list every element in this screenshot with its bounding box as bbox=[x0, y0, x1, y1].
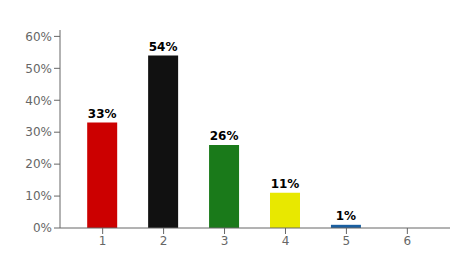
svg-text:54%: 54% bbox=[149, 40, 178, 54]
svg-text:0%: 0% bbox=[33, 221, 52, 235]
svg-text:50%: 50% bbox=[25, 62, 52, 76]
svg-text:60%: 60% bbox=[25, 30, 52, 44]
svg-text:3: 3 bbox=[221, 234, 229, 248]
svg-text:5: 5 bbox=[343, 234, 351, 248]
svg-text:26%: 26% bbox=[210, 129, 239, 143]
svg-text:20%: 20% bbox=[25, 157, 52, 171]
svg-text:33%: 33% bbox=[88, 107, 117, 121]
svg-text:11%: 11% bbox=[271, 177, 300, 191]
svg-text:1: 1 bbox=[99, 234, 107, 248]
svg-text:1%: 1% bbox=[336, 209, 356, 223]
svg-text:6: 6 bbox=[404, 234, 412, 248]
svg-text:30%: 30% bbox=[25, 125, 52, 139]
svg-text:40%: 40% bbox=[25, 94, 52, 108]
svg-text:2: 2 bbox=[160, 234, 168, 248]
svg-text:10%: 10% bbox=[25, 189, 52, 203]
svg-text:4: 4 bbox=[282, 234, 290, 248]
